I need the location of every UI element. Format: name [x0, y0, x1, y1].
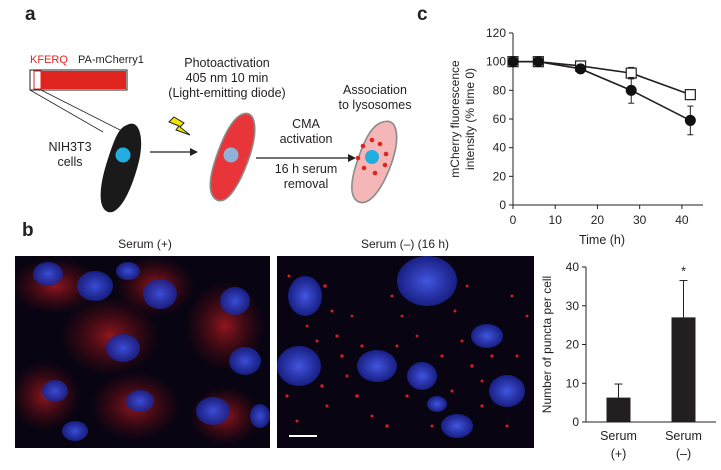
data-point-circle	[625, 84, 637, 96]
y-tick-label: 20	[493, 169, 507, 183]
lightning-bolt-icon	[168, 116, 191, 136]
construct-name-label: PA-mCherry1	[78, 54, 144, 66]
cell-black	[100, 123, 142, 213]
cma-label-line4: removal	[283, 177, 329, 191]
panel-b-letter: b	[22, 220, 34, 241]
y-axis-label-line2: intensity (% time 0)	[463, 68, 477, 170]
series-line-filled-circle	[513, 60, 691, 122]
cells-label-line2: cells	[57, 155, 83, 169]
panel-a-schematic	[29, 69, 398, 213]
construct-diagram	[29, 69, 128, 133]
image-title-serum-plus: Serum (+)	[118, 237, 172, 251]
data-point-square	[684, 89, 696, 101]
cell-pink-lysosomes	[351, 120, 398, 204]
x-tick-label-line1: Serum	[600, 429, 637, 443]
x-tick-label: 20	[591, 213, 605, 227]
photoactivation-source: (Light-emitting diode)	[168, 86, 286, 100]
scale-bar	[289, 435, 317, 437]
data-point-circle	[575, 63, 587, 75]
construct-kferq-label: KFERQ	[30, 54, 68, 66]
x-tick-label: 30	[633, 213, 647, 227]
x-tick-label-line2: (–)	[676, 447, 691, 461]
y-axis-label-line1: mCherry fluorescence	[448, 60, 462, 178]
y-tick-label: 40	[566, 260, 580, 274]
x-tick-label-line1: Serum	[665, 429, 702, 443]
cma-label-line1: CMA	[292, 117, 320, 131]
y-tick-label: 10	[566, 376, 580, 390]
data-point-circle	[532, 56, 544, 68]
data-point-circle	[507, 56, 519, 68]
arrow-right-icon	[150, 148, 198, 156]
y-tick-label: 20	[566, 338, 580, 352]
y-tick-label: 30	[566, 299, 580, 313]
panel-a-letter: a	[25, 4, 36, 25]
y-tick-label: 0	[572, 415, 579, 429]
x-tick-label: 10	[549, 213, 563, 227]
mcherry-puncta	[285, 274, 529, 428]
photoactivation-title: Photoactivation	[184, 56, 270, 70]
y-axis-label: Number of puncta per cell	[540, 276, 554, 413]
x-tick-label-line2: (+)	[611, 447, 627, 461]
cma-label-line2: activation	[279, 132, 333, 146]
y-tick-label: 120	[486, 26, 506, 40]
y-tick-label: 60	[493, 112, 507, 126]
x-tick-label: 0	[510, 213, 517, 227]
data-point-circle	[684, 114, 696, 126]
micrograph-serum-minus	[277, 256, 534, 448]
y-tick-label: 0	[499, 198, 506, 212]
image-title-serum-minus: Serum (–) (16 h)	[360, 237, 450, 251]
cell-red	[209, 112, 256, 202]
bar	[606, 397, 631, 422]
cells-label-line1: NIH3T3	[48, 140, 92, 154]
line-chart-mcherry: 0 20 40 60 80 100 120 0 10 20 30 40 Time (h) mCherry …	[448, 26, 703, 247]
micrograph-serum-plus-image	[15, 256, 270, 446]
association-label-line2: to lysosomes	[338, 98, 412, 112]
data-point-square	[625, 67, 637, 79]
association-label-line1: Association	[343, 83, 407, 97]
panel-c-letter: c	[417, 4, 428, 25]
y-tick-label: 80	[493, 83, 507, 97]
micrograph-serum-plus	[15, 256, 270, 448]
y-tick-label: 100	[486, 55, 506, 69]
significance-marker: *	[681, 264, 686, 279]
x-axis-label: Time (h)	[579, 233, 625, 247]
bar	[671, 317, 696, 422]
y-tick-label: 40	[493, 141, 507, 155]
photoactivation-wavelength: 405 nm 10 min	[185, 71, 269, 85]
arrow-right-icon	[256, 154, 356, 162]
cma-label-line3: 16 h serum	[274, 162, 338, 176]
micrograph-serum-minus-image	[277, 256, 529, 438]
x-tick-label: 40	[675, 213, 689, 227]
bar-chart-puncta: 0 10 20 30 40 Number of puncta per cell Serum (…	[540, 260, 716, 461]
